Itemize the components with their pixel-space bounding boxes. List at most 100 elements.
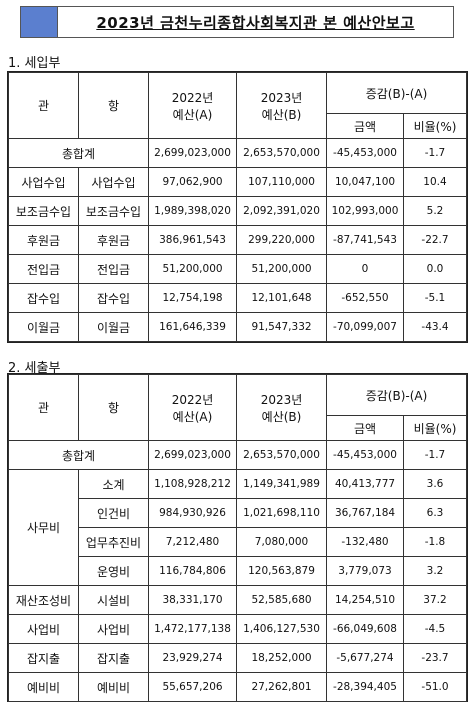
income-table: 관 항 2022년 예산(A) 2023년 예산(B) 증감(B)-(A) 금액… [7,71,468,343]
table-row: 사업수입 사업수입 97,062,900 107,110,000 10,047,… [8,167,467,197]
total-ratio: -1.7 [403,440,467,470]
header-hang: 항 [78,72,149,139]
row-ratio: -5.1 [403,283,467,313]
row-2022: 55,657,206 [148,672,237,702]
row-gwan: 재산조성비 [8,585,79,615]
income-total-row: 총합계 2,699,023,000 2,653,570,000 -45,453,… [8,138,467,168]
header-2022: 2022년 예산(A) [148,72,237,139]
table-row: 인건비 984,930,926 1,021,698,110 36,767,184… [9,498,467,528]
expense-section-title: 2. 세출부 [8,361,61,376]
row-amount: 36,767,184 [326,498,404,528]
table-row: 이월금 이월금 161,646,339 91,547,332 -70,099,0… [8,312,467,342]
total-label: 총합계 [8,138,149,168]
row-ratio: 0.0 [403,254,467,284]
total-2022: 2,699,023,000 [148,440,237,470]
table-row: 잡수입 잡수입 12,754,198 12,101,648 -652,550 -… [8,283,467,313]
row-ratio: -23.7 [403,643,467,673]
row-hang: 보조금수입 [78,196,149,226]
header-2022-year: 2022년 [171,90,214,105]
table-row: 후원금 후원금 386,961,543 299,220,000 -87,741,… [8,225,467,255]
row-2023: 7,080,000 [236,527,327,557]
header-2022-year: 2022년 [171,392,214,407]
header-2023-budget: 예산(B) [261,409,302,424]
total-2023: 2,653,570,000 [236,138,327,168]
header-2022-budget: 예산(A) [172,107,213,122]
row-2023: 1,149,341,989 [236,469,327,499]
row-hang: 후원금 [78,225,149,255]
row-ratio: 10.4 [403,167,467,197]
header-2023-year: 2023년 [260,392,303,407]
document-title: 2023년 금천누리종합사회복지관 본 예산안보고 [96,13,415,32]
row-2022: 116,784,806 [148,556,237,586]
row-2022: 161,646,339 [148,312,237,342]
table-row: 예비비 예비비 55,657,206 27,262,801 -28,394,40… [8,672,467,702]
row-gwan: 잡수입 [8,283,79,313]
row-2023: 51,200,000 [236,254,327,284]
row-gwan-office: 사무비 [8,469,79,586]
row-amount: 40,413,777 [326,469,404,499]
row-gwan: 사업수입 [8,167,79,197]
row-2022: 984,930,926 [148,498,237,528]
table-row: 사업비 사업비 1,472,177,138 1,406,127,530 -66,… [8,614,467,644]
header-2022: 2022년 예산(A) [148,374,237,441]
row-amount: -132,480 [326,527,404,557]
row-gwan: 후원금 [8,225,79,255]
row-2022: 7,212,480 [148,527,237,557]
title-accent-block [21,7,58,37]
row-2023: 1,021,698,110 [236,498,327,528]
header-gwan: 관 [8,374,79,441]
row-hang: 인건비 [78,498,149,528]
header-amount: 금액 [326,113,404,139]
header-diff: 증감(B)-(A) [326,374,467,416]
row-hang: 이월금 [78,312,149,342]
row-amount: -66,049,608 [326,614,404,644]
total-ratio: -1.7 [403,138,467,168]
row-hang: 운영비 [78,556,149,586]
document-title-bar: 2023년 금천누리종합사회복지관 본 예산안보고 [20,6,454,38]
row-2022: 1,472,177,138 [148,614,237,644]
row-amount: -652,550 [326,283,404,313]
row-2023: 1,406,127,530 [236,614,327,644]
row-2023: 299,220,000 [236,225,327,255]
income-section-title: 1. 세입부 [8,56,61,71]
header-hang: 항 [78,374,149,441]
row-gwan: 사업비 [8,614,79,644]
row-amount: 10,047,100 [326,167,404,197]
row-ratio: 3.2 [403,556,467,586]
total-amount: -45,453,000 [326,440,404,470]
row-gwan: 잡지출 [8,643,79,673]
total-amount: -45,453,000 [326,138,404,168]
row-ratio: 3.6 [403,469,467,499]
row-gwan: 예비비 [8,672,79,702]
expense-table: 관 항 2022년 예산(A) 2023년 예산(B) 증감(B)-(A) 금액… [7,373,468,702]
row-amount: 102,993,000 [326,196,404,226]
row-ratio: 5.2 [403,196,467,226]
row-2023: 2,092,391,020 [236,196,327,226]
row-amount: 3,779,073 [326,556,404,586]
row-2022: 51,200,000 [148,254,237,284]
header-2023-budget: 예산(B) [261,107,302,122]
row-2022: 1,989,398,020 [148,196,237,226]
row-2023: 27,262,801 [236,672,327,702]
row-gwan: 보조금수입 [8,196,79,226]
table-row: 전입금 전입금 51,200,000 51,200,000 0 0.0 [8,254,467,284]
header-2023-year: 2023년 [260,90,303,105]
row-2022: 1,108,928,212 [148,469,237,499]
row-ratio: -1.8 [403,527,467,557]
row-hang: 사업수입 [78,167,149,197]
row-amount: 14,254,510 [326,585,404,615]
row-gwan: 이월금 [8,312,79,342]
row-hang: 업무추진비 [78,527,149,557]
table-row: 재산조성비 시설비 38,331,170 52,585,680 14,254,5… [8,585,467,615]
header-amount: 금액 [326,415,404,441]
row-hang: 사업비 [78,614,149,644]
row-2023: 91,547,332 [236,312,327,342]
table-row: 잡지출 잡지출 23,929,274 18,252,000 -5,677,274… [8,643,467,673]
row-2022: 23,929,274 [148,643,237,673]
row-2022: 38,331,170 [148,585,237,615]
header-diff: 증감(B)-(A) [326,72,467,114]
row-2023: 12,101,648 [236,283,327,313]
header-ratio: 비율(%) [403,415,467,441]
row-hang: 예비비 [78,672,149,702]
row-2023: 120,563,879 [236,556,327,586]
